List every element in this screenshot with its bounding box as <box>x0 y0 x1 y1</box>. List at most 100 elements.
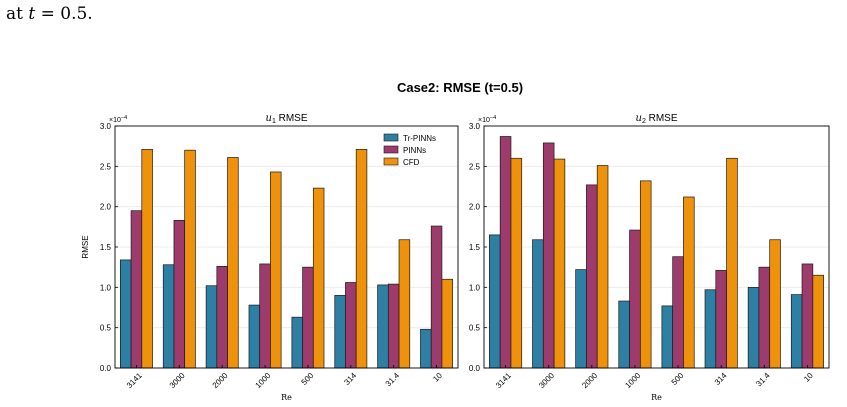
bar-pinns <box>629 229 641 369</box>
x-tick-label: 1000 <box>623 371 642 390</box>
bar-tr-pinns <box>704 289 717 369</box>
legend-swatch <box>383 157 399 166</box>
y-tick-label: 2.0 <box>469 203 481 212</box>
x-axis-label: Re <box>651 393 662 402</box>
x-tick-label: 2000 <box>211 371 230 390</box>
bar-tr-pinns <box>420 328 432 369</box>
bar-pinns <box>586 184 598 369</box>
bar-pinns <box>758 266 771 369</box>
bar-tr-pinns <box>334 295 346 369</box>
bar-cfd <box>441 278 453 369</box>
legend-label: CFD <box>403 158 420 167</box>
y-tick-label: 0.5 <box>469 324 481 333</box>
bar-cfd <box>726 157 738 369</box>
x-tick-label: 314 <box>713 371 729 387</box>
bar-tr-pinns <box>790 294 803 369</box>
axis-exponent: ×10−4 <box>478 115 496 124</box>
y-tick-label: 0.0 <box>469 364 481 373</box>
caption-rest: = 0.5. <box>35 4 93 24</box>
bar-pinns <box>130 210 143 369</box>
bar-tr-pinns <box>618 300 630 369</box>
x-axis-label: Re <box>281 393 292 402</box>
bar-cfd <box>270 171 282 369</box>
y-tick-label: 3.0 <box>100 122 112 131</box>
bar-pinns <box>302 266 314 369</box>
y-tick-label: 0.5 <box>100 324 112 333</box>
bar-cfd <box>553 158 566 369</box>
panel-title: u1 RMSE <box>265 113 307 125</box>
x-tick-label: 314 <box>342 371 358 387</box>
y-tick-label: 0.0 <box>100 364 112 373</box>
bar-cfd <box>355 149 368 369</box>
axis-exponent: ×10−4 <box>109 115 127 124</box>
bar-tr-pinns <box>747 286 760 369</box>
legend-label: Tr-PINNs <box>403 134 436 143</box>
bar-cfd <box>596 165 609 369</box>
bar-pinns <box>672 256 684 369</box>
legend-label: PINNs <box>403 146 426 155</box>
bar-tr-pinns <box>661 305 674 369</box>
panel-title: u2 RMSE <box>635 113 677 125</box>
y-tick-label: 1.0 <box>469 283 481 292</box>
bar-pinns <box>542 142 555 369</box>
bar-pinns <box>259 263 271 369</box>
bar-pinns <box>387 283 400 369</box>
bar-tr-pinns <box>489 234 501 369</box>
x-tick-label: 3000 <box>537 371 556 390</box>
caption-prefix: at <box>6 4 23 24</box>
y-tick-label: 2.0 <box>100 203 112 212</box>
bar-cfd <box>510 157 523 369</box>
x-tick-label: 3141 <box>494 371 513 390</box>
bar-tr-pinns <box>532 239 544 369</box>
bar-tr-pinns <box>205 285 218 369</box>
caption-var: t <box>28 4 36 24</box>
x-tick-label: 31.4 <box>754 371 772 389</box>
bar-cfd <box>312 187 325 369</box>
x-tick-label: 3000 <box>168 371 187 390</box>
x-tick-label: 10 <box>431 371 444 384</box>
axes-frame <box>114 125 459 369</box>
bar-cfd <box>812 274 824 369</box>
y-tick-label: 1.5 <box>100 243 112 252</box>
x-tick-label: 2000 <box>580 371 599 390</box>
x-tick-label: 500 <box>670 371 686 387</box>
bar-cfd <box>184 149 196 369</box>
chart-panel-u1: 0.0 0.5 1.0 1.5 2.0 2.5 3.0 3141 3000 2000 1000 500… <box>81 113 459 402</box>
bar-pinns <box>430 225 443 369</box>
bar-cfd <box>769 239 781 369</box>
bar-pinns <box>499 136 512 369</box>
y-tick-label: 1.5 <box>469 243 481 252</box>
caption-fragment: at t = 0.5. <box>6 4 206 34</box>
y-axis-label: RMSE <box>81 235 90 258</box>
bar-tr-pinns <box>120 259 132 369</box>
legend-swatch <box>383 145 399 154</box>
chart-panel-u2: 0.0 0.5 1.0 1.5 2.0 2.5 3.0 3141 3000 2000 1000 500… <box>469 113 830 402</box>
figure-suptitle: Case2: RMSE (t=0.5) <box>397 80 523 95</box>
bar-cfd <box>683 196 695 369</box>
y-tick-label: 2.5 <box>469 162 481 171</box>
bar-pinns <box>801 263 814 369</box>
x-tick-label: 1000 <box>254 371 273 390</box>
x-tick-label: 31.4 <box>384 371 402 389</box>
bar-pinns <box>216 266 228 369</box>
bar-tr-pinns <box>575 269 587 369</box>
bar-tr-pinns <box>291 316 303 369</box>
bar-pinns <box>173 220 186 369</box>
bar-cfd <box>141 149 153 369</box>
bar-tr-pinns <box>377 284 389 369</box>
bar-pinns <box>345 282 357 369</box>
bar-cfd <box>639 180 652 369</box>
x-tick-label: 500 <box>300 371 316 387</box>
bar-cfd <box>227 157 239 369</box>
y-tick-label: 1.0 <box>100 283 112 292</box>
bar-tr-pinns <box>162 264 175 369</box>
axes-frame <box>483 125 830 369</box>
x-tick-label: 3141 <box>125 371 144 390</box>
bar-pinns <box>715 270 727 369</box>
bar-tr-pinns <box>248 304 261 369</box>
y-tick-label: 2.5 <box>100 162 112 171</box>
x-tick-label: 10 <box>802 371 815 384</box>
legend-swatch <box>383 133 399 142</box>
bar-cfd <box>398 239 411 369</box>
